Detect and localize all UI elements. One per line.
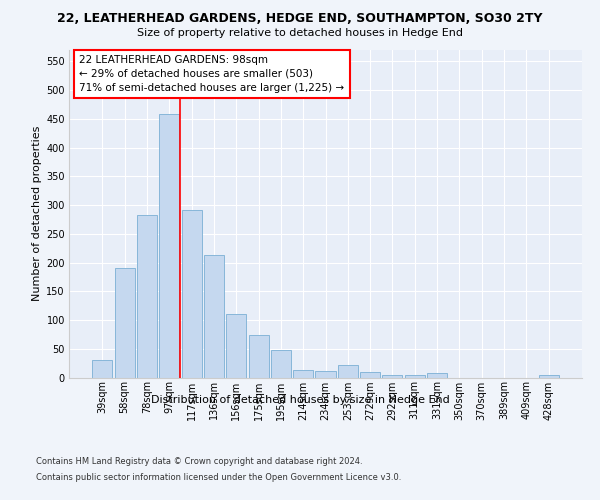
Text: Contains public sector information licensed under the Open Government Licence v3: Contains public sector information licen… [36,472,401,482]
Text: Distribution of detached houses by size in Hedge End: Distribution of detached houses by size … [151,395,449,405]
Bar [92,360,112,378]
Bar [539,374,559,378]
Bar [115,268,135,378]
Text: 22, LEATHERHEAD GARDENS, HEDGE END, SOUTHAMPTON, SO30 2TY: 22, LEATHERHEAD GARDENS, HEDGE END, SOUT… [57,12,543,26]
Bar [204,255,224,378]
Bar [159,114,179,378]
Bar [182,210,202,378]
Text: 22 LEATHERHEAD GARDENS: 98sqm
← 29% of detached houses are smaller (503)
71% of : 22 LEATHERHEAD GARDENS: 98sqm ← 29% of d… [79,55,344,93]
Bar [360,372,380,378]
Bar [293,370,313,378]
Bar [316,370,335,378]
Bar [226,314,246,378]
Bar [427,374,447,378]
Text: Size of property relative to detached houses in Hedge End: Size of property relative to detached ho… [137,28,463,38]
Bar [271,350,291,378]
Text: Contains HM Land Registry data © Crown copyright and database right 2024.: Contains HM Land Registry data © Crown c… [36,458,362,466]
Bar [338,366,358,378]
Y-axis label: Number of detached properties: Number of detached properties [32,126,42,302]
Bar [405,374,425,378]
Bar [248,335,269,378]
Bar [382,374,403,378]
Bar [137,215,157,378]
